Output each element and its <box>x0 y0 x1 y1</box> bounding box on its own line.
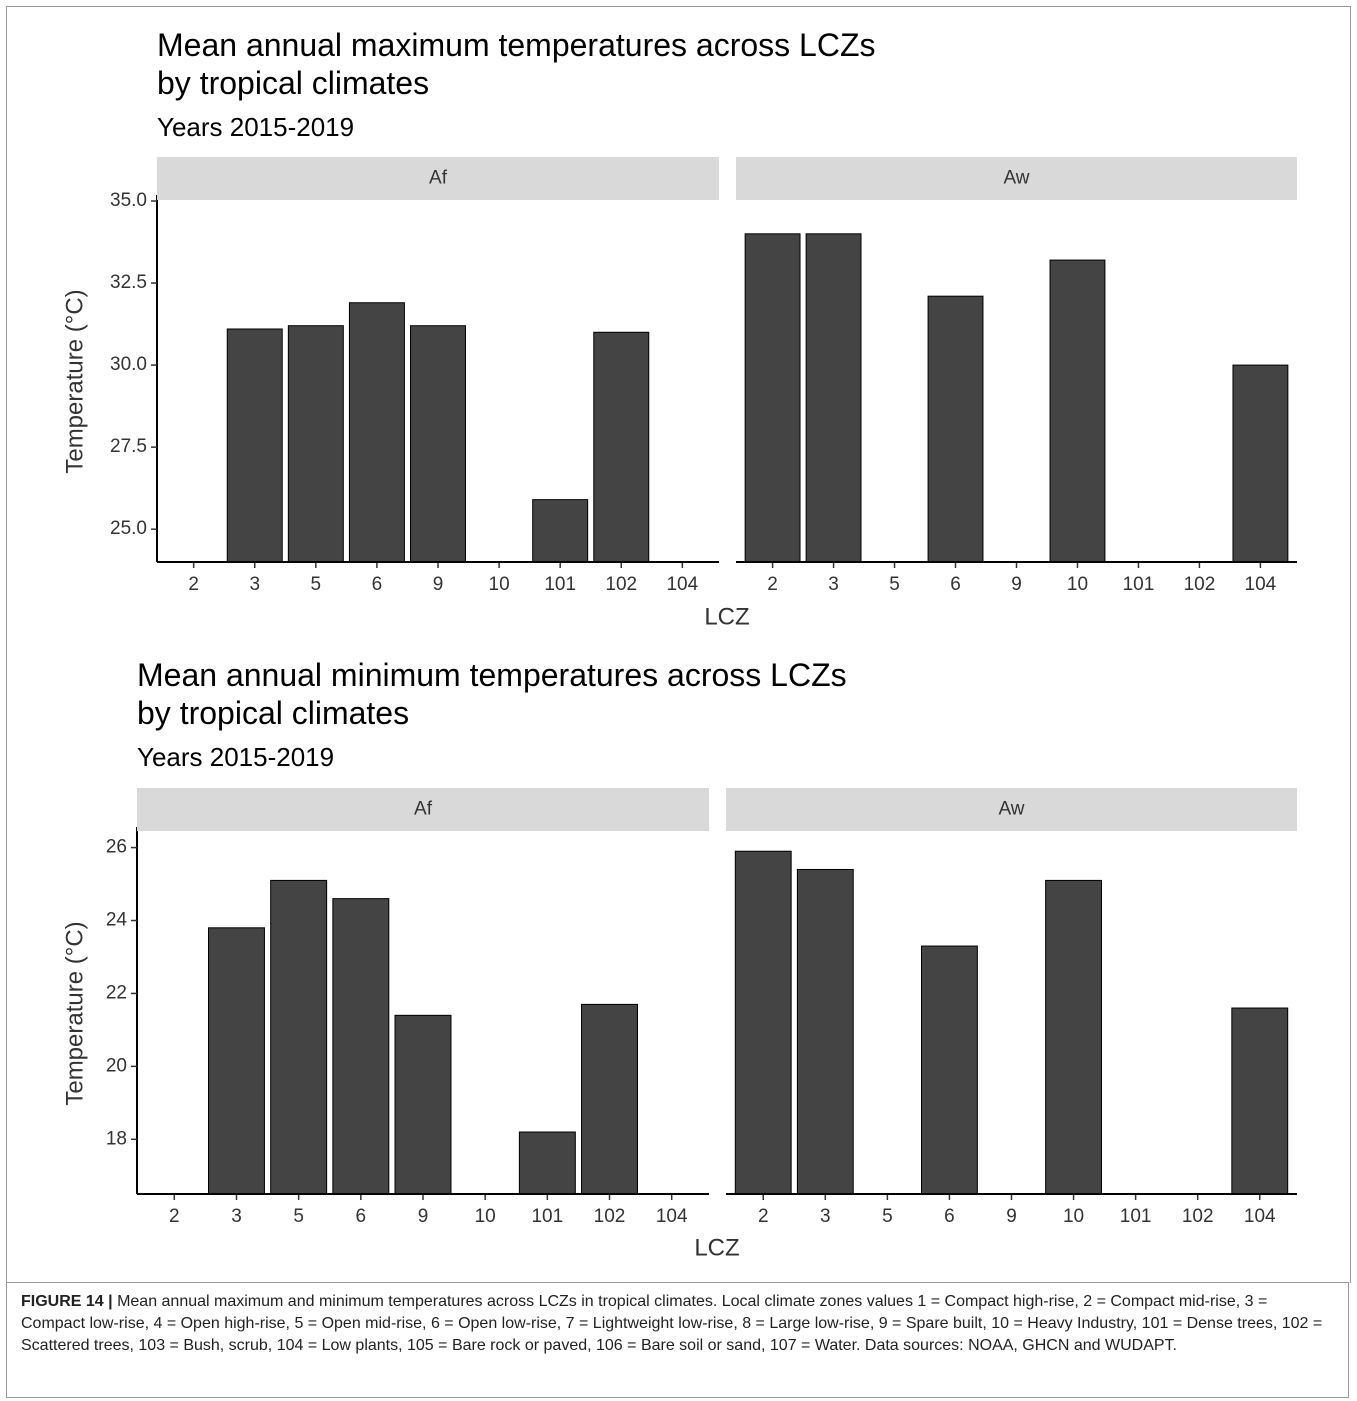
facet-strip <box>736 157 1297 200</box>
x-tick-label: 104 <box>1244 1206 1276 1227</box>
bar <box>921 945 978 1195</box>
y-axis-label: Temperature (°C) <box>61 921 88 1105</box>
x-axis-label: LCZ <box>694 1234 739 1261</box>
x-tick-label: 101 <box>1120 1206 1152 1227</box>
x-tick-label: 10 <box>475 1206 496 1227</box>
x-tick-label: 2 <box>758 1206 769 1227</box>
y-tick-label: 24 <box>106 910 128 931</box>
chart-title: Mean annual maximum temperatures across … <box>157 27 876 101</box>
facet-label: Af <box>429 168 448 189</box>
bar <box>1232 364 1289 563</box>
caption-label: FIGURE 14 | <box>21 1293 113 1310</box>
x-tick-label: 9 <box>433 574 444 595</box>
facet-strip <box>137 788 709 831</box>
chart-subtitle: Years 2015-2019 <box>157 112 355 142</box>
y-tick-label: 26 <box>106 837 127 858</box>
y-tick-label: 30.0 <box>110 354 147 375</box>
bar <box>226 328 283 563</box>
facet-strip <box>157 157 719 200</box>
x-tick-label: 3 <box>249 574 260 595</box>
chart-subtitle: Years 2015-2019 <box>137 742 335 772</box>
facet-label: Aw <box>1003 168 1029 189</box>
facet-label: Aw <box>998 799 1024 820</box>
chart-title: Mean annual minimum temperatures across … <box>137 657 847 731</box>
caption: FIGURE 14 | Mean annual maximum and mini… <box>6 1282 1349 1398</box>
y-tick-label: 32.5 <box>110 272 147 293</box>
facet-strip <box>726 788 1297 831</box>
facet-label: Af <box>414 799 433 820</box>
bar <box>805 233 862 563</box>
x-tick-label: 9 <box>418 1206 429 1227</box>
bar <box>410 325 466 563</box>
x-tick-label: 5 <box>311 574 322 595</box>
x-tick-label: 5 <box>882 1206 893 1227</box>
x-tick-label: 102 <box>605 574 637 595</box>
x-tick-label: 102 <box>594 1206 626 1227</box>
x-tick-label: 6 <box>950 574 961 595</box>
caption-text: Mean annual maximum and minimum temperat… <box>21 1293 1323 1354</box>
x-tick-label: 3 <box>820 1206 831 1227</box>
x-tick-label: 2 <box>169 1206 180 1227</box>
x-tick-label: 102 <box>1184 574 1216 595</box>
bar <box>1231 1007 1289 1195</box>
bar <box>348 302 405 563</box>
x-tick-label: 3 <box>828 574 839 595</box>
y-axis-label: Temperature (°C) <box>61 289 88 473</box>
y-tick-label: 35.0 <box>110 190 147 211</box>
bar <box>287 325 344 563</box>
x-tick-label: 3 <box>231 1206 242 1227</box>
x-tick-label: 2 <box>767 574 778 595</box>
bar <box>1045 879 1102 1195</box>
x-tick-label: 5 <box>889 574 900 595</box>
bar <box>744 233 801 563</box>
y-tick-label: 18 <box>106 1128 127 1149</box>
x-tick-label: 101 <box>1123 574 1155 595</box>
y-tick-label: 20 <box>106 1055 127 1076</box>
x-tick-label: 2 <box>188 574 199 595</box>
bar <box>518 1131 576 1195</box>
x-tick-label: 102 <box>1182 1206 1214 1227</box>
bar <box>532 499 589 563</box>
y-tick-label: 22 <box>106 982 127 1003</box>
bar <box>394 1014 452 1195</box>
x-tick-label: 104 <box>656 1206 688 1227</box>
bar <box>208 927 265 1195</box>
bar <box>270 879 328 1195</box>
bar <box>734 850 792 1195</box>
x-tick-label: 104 <box>1245 574 1277 595</box>
x-tick-label: 10 <box>1063 1206 1084 1227</box>
x-tick-label: 10 <box>1067 574 1088 595</box>
bar <box>593 331 650 563</box>
charts: 25.0 27.5 30.0 32.5 35.0 Temperature (°C) Af 2 3… <box>61 157 1297 1261</box>
bar <box>1049 259 1106 563</box>
x-tick-label: 6 <box>356 1206 367 1227</box>
x-tick-label: 10 <box>489 574 510 595</box>
bar <box>332 898 390 1195</box>
x-axis-label: LCZ <box>704 603 749 630</box>
x-tick-label: 5 <box>293 1206 304 1227</box>
x-tick-label: 6 <box>372 574 383 595</box>
x-tick-label: 9 <box>1011 574 1022 595</box>
x-tick-label: 6 <box>944 1206 955 1227</box>
y-tick-label: 27.5 <box>110 436 147 457</box>
bar <box>581 1003 638 1195</box>
bar <box>927 295 984 563</box>
y-tick-label: 25.0 <box>110 518 147 539</box>
x-tick-label: 101 <box>544 574 576 595</box>
bar <box>796 868 854 1195</box>
x-tick-label: 101 <box>531 1206 563 1227</box>
x-tick-label: 104 <box>666 574 698 595</box>
x-tick-label: 9 <box>1006 1206 1017 1227</box>
figure-frame <box>6 6 1351 1283</box>
